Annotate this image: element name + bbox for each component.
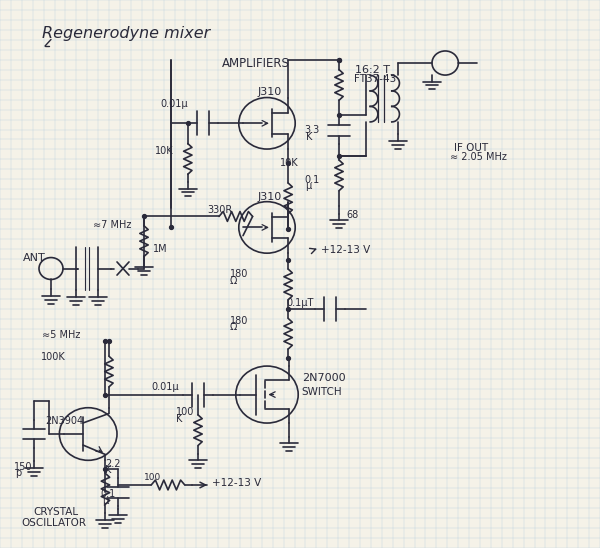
Text: ≈7 MHz: ≈7 MHz	[93, 220, 131, 230]
Text: 0.1µT: 0.1µT	[287, 298, 314, 308]
Text: OSCILLATOR: OSCILLATOR	[21, 518, 86, 528]
Text: 10K: 10K	[155, 146, 173, 156]
Text: 0.1: 0.1	[101, 489, 116, 499]
Text: 0.01µ: 0.01µ	[161, 99, 188, 109]
Text: +12-13 V: +12-13 V	[212, 478, 261, 488]
Text: µ: µ	[102, 496, 108, 506]
Text: SWITCH: SWITCH	[302, 387, 343, 397]
Text: J310: J310	[258, 87, 282, 97]
Text: p: p	[15, 469, 21, 478]
Text: IF OUT: IF OUT	[454, 143, 488, 153]
Text: 68: 68	[347, 210, 359, 220]
Text: 0.01µ: 0.01µ	[152, 383, 179, 392]
Text: Regenerodyne mixer: Regenerodyne mixer	[42, 26, 210, 42]
Text: 2N3904: 2N3904	[45, 416, 83, 426]
Text: ANT: ANT	[23, 253, 46, 262]
Text: 0.1: 0.1	[304, 175, 319, 185]
Text: FT37-43: FT37-43	[354, 74, 396, 84]
Text: K: K	[176, 414, 182, 424]
Text: 2.2: 2.2	[105, 459, 121, 469]
Text: K: K	[105, 465, 112, 475]
Text: µ: µ	[305, 181, 311, 191]
Text: J310: J310	[258, 192, 282, 202]
Text: 330R: 330R	[207, 205, 232, 215]
Text: AMPLIFIERS: AMPLIFIERS	[222, 56, 290, 70]
Text: 100: 100	[144, 473, 161, 482]
Text: 180: 180	[230, 316, 248, 326]
Text: Ω: Ω	[230, 276, 237, 286]
Text: 16:2 T: 16:2 T	[355, 65, 390, 75]
Text: CRYSTAL: CRYSTAL	[33, 507, 78, 517]
Text: 1M: 1M	[153, 244, 167, 254]
Text: 150: 150	[14, 462, 32, 472]
Text: 100K: 100K	[41, 352, 65, 362]
Text: Ω: Ω	[230, 322, 237, 332]
Text: ≈5 MHz: ≈5 MHz	[42, 330, 80, 340]
Text: 3.3: 3.3	[305, 125, 320, 135]
Text: 2N7000: 2N7000	[302, 373, 346, 383]
Text: K: K	[306, 132, 313, 142]
Text: 180: 180	[230, 269, 248, 279]
Text: +12-13 V: +12-13 V	[321, 246, 370, 255]
Text: 10K: 10K	[280, 158, 299, 168]
Text: ≈ 2.05 MHz: ≈ 2.05 MHz	[450, 152, 507, 162]
Text: 100: 100	[176, 407, 194, 417]
